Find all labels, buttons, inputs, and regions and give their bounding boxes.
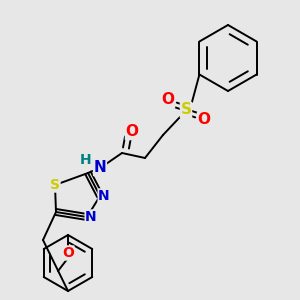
Text: N: N (98, 189, 110, 203)
Text: N: N (85, 210, 97, 224)
Text: S: S (50, 178, 60, 192)
Text: O: O (125, 124, 139, 140)
Text: H: H (80, 153, 92, 167)
Text: O: O (161, 92, 175, 107)
Text: O: O (197, 112, 211, 128)
Text: N: N (94, 160, 106, 175)
Text: O: O (62, 246, 74, 260)
Text: S: S (181, 103, 191, 118)
